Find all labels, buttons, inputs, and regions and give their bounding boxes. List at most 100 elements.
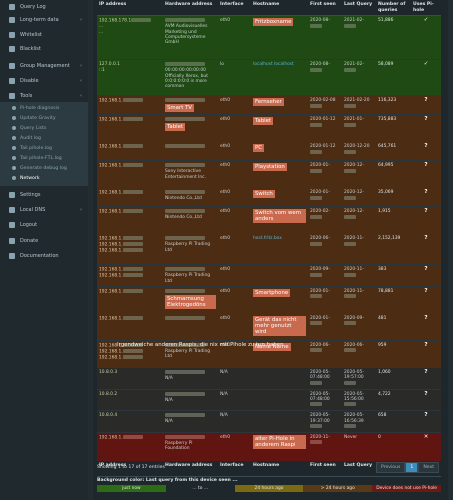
table-row[interactable]: 192.168.1. 192.168.1. 192.168.1. Raspberry … [97,339,441,368]
tools-subitem-label: Tail pihole.log [20,145,52,151]
sidebar-item-4[interactable]: Group Management ‹ [0,59,88,73]
table-row[interactable]: 192.168.1. Smart TV eth0 Fernseher 2020-02-0… [97,95,441,115]
table-row[interactable]: 192.168.1. eth0 Gerät das nicht mehr genut… [97,312,441,341]
tools-subitem-2[interactable]: Query Lists [0,124,88,132]
query-count-cell: 116,323 [376,95,411,115]
query-count-cell: 78,881 [376,285,411,314]
table-row[interactable]: 192.168.1. 192.168.1. Raspberry Pi Trading… [97,264,441,287]
question-icon: ? [424,208,428,215]
last-query: 2020-11- [344,267,364,273]
last-query: 2020-11- [344,236,364,242]
sidebar-item-0[interactable]: Query Log [0,0,88,14]
first-seen-cell: 2020-08- [308,15,342,60]
column-header[interactable]: Last Query [342,460,376,477]
redacted-block [344,424,356,429]
ip-address: 10.8.0.3 [99,369,118,375]
table-row[interactable]: 10.8.0.4 N/A N/A 2020-05- 19:37:00 2020-05- … [97,410,441,433]
hostname-cell [251,388,308,411]
ip-address: 10.8.0.4 [99,413,118,419]
first-seen: 2020-01- [310,288,330,294]
first-seen: 2020-05- 07:48:00 [310,369,330,381]
sidebar-item-1[interactable]: Long-term data ‹ [0,13,88,27]
query-count-cell: 383 [376,264,411,287]
sidebar-item-11[interactable]: Documentation [0,249,88,263]
column-header[interactable]: IP address [97,0,163,17]
ip-address-cell: 192.168.1. [97,206,163,234]
tools-subitem-4[interactable]: Tail pihole.log [0,144,88,152]
tools-subitem-3[interactable]: Audit log [0,134,88,142]
column-header[interactable]: Hostname [251,460,308,477]
hardware-vendor: N/A [165,397,173,403]
tools-subitem-1[interactable]: Update Gravity [0,114,88,122]
column-header[interactable]: Interface [218,0,251,17]
table-row[interactable]: 10.8.0.2 N/A N/A 2020-05- 07:48:00 2020-05- … [97,388,441,411]
hostname-cell [251,264,308,287]
check-circle-icon [9,32,15,38]
interface-cell: eth0 [218,312,251,341]
interface: eth0 [220,98,230,104]
redacted-block [165,391,205,396]
last-query-cell: 2021-02- [342,59,376,96]
table-row[interactable]: 192.168.1. Raspberry Pi Foundation eth0 alt… [97,432,441,461]
last-query-cell: 2020-12- [342,187,376,207]
query-count-cell: 658 [376,410,411,433]
table-row[interactable]: 192.168.1. Nintendo Co.,Ltd eth0 Switch vom… [97,206,441,234]
hostname: Playstation [253,163,287,172]
table-row[interactable]: 192.168.1. 192.168.1. 192.168.1. Raspberry … [97,233,441,265]
table-row[interactable]: 192.168.1. Nintendo Co.,Ltd eth0 Switch 2020… [97,187,441,207]
sidebar-item-3[interactable]: Blacklist [0,42,88,56]
column-header[interactable]: First seen [308,0,342,17]
column-header[interactable]: Number of queries [376,0,411,17]
table-row[interactable]: 127.0.0.1::1 00:00:00:00:00:00 Officially… [97,59,441,96]
query-count-cell: 2,152,139 [376,233,411,265]
tools-subitem-7[interactable]: Network [0,174,88,182]
table-row[interactable]: 192.168.178.1...... AVM Audiovisuelles Ma… [97,15,441,60]
column-header[interactable]: Uses Pi-hole [411,0,441,17]
interface: N/A [220,369,228,375]
column-header[interactable]: Hardware address [163,460,218,477]
tools-subitem-6[interactable]: Generate debug log [0,164,88,172]
tools-subitem-0[interactable]: Pi-hole diagnosis [0,104,88,112]
hardware-address-cell: Raspberry Pi Foundation [163,432,218,461]
table-row[interactable]: 192.168.1. Schmarnsung Elektrogedöns eth0 S… [97,285,441,314]
previous-button[interactable]: Previous [376,462,406,473]
hardware-address-cell: N/A [163,388,218,411]
next-button[interactable]: Next [418,462,440,473]
redacted-block [310,402,322,407]
column-header[interactable]: IP address [97,460,163,477]
query-count: 78,881 [378,288,394,294]
page-1-button[interactable]: 1 [405,462,419,473]
sidebar-item-7[interactable]: Settings [0,188,88,202]
sidebar-item-5[interactable]: Disable ‹ [0,74,88,88]
hostname-cell: Gerät das nicht mehr genutzt wird [251,312,308,341]
table-info: Showing 1 to 17 of 17 entries [97,465,165,470]
table-row[interactable]: 10.8.0.3 N/A N/A 2020-05- 07:48:00 2020-05- … [97,366,441,390]
legend-swatch: 24 hours ago [234,485,304,492]
interface: eth0 [220,342,230,348]
table-row[interactable]: 192.168.1. eth0 PC 2020-01-12 2020-12-20 645,… [97,141,441,161]
tools-subitem-5[interactable]: Tail pihole-FTL.log [0,154,88,162]
last-query-cell: 2021-02-20 [342,95,376,115]
column-header[interactable]: First seen [308,460,342,477]
sidebar-item-6[interactable]: Tools ‹ [0,89,88,103]
question-icon: ? [424,235,428,242]
first-seen-cell: 2020-06- [308,339,342,368]
check-icon: ✓ [423,17,429,24]
column-header[interactable]: Last Query [342,0,376,17]
sidebar-item-9[interactable]: Logout [0,218,88,232]
column-header[interactable]: Hardware address [163,0,218,17]
sidebar-item-8[interactable]: Local DNS ‹ [0,203,88,217]
sidebar-item-2[interactable]: Whitelist [0,28,88,42]
column-header[interactable]: Interface [218,460,251,477]
column-header[interactable]: Hostname [251,0,308,17]
redacted-block [310,149,322,154]
table-row[interactable]: 192.168.1. Sony Interactive Entertainment… [97,160,441,188]
interface: eth0 [220,209,230,215]
table-row[interactable]: 192.168.1. Tablet eth0 Tablet 2020-01-12 2021… [97,114,441,142]
ip-address-cell: 192.168.1. [97,114,163,142]
first-seen: 2020-01-12 [310,144,336,150]
redacted-block [122,435,143,440]
uses-pihole-cell: ? [411,410,441,433]
sidebar-item-label: Tools [20,93,33,99]
sidebar-item-10[interactable]: Donate [0,234,88,248]
